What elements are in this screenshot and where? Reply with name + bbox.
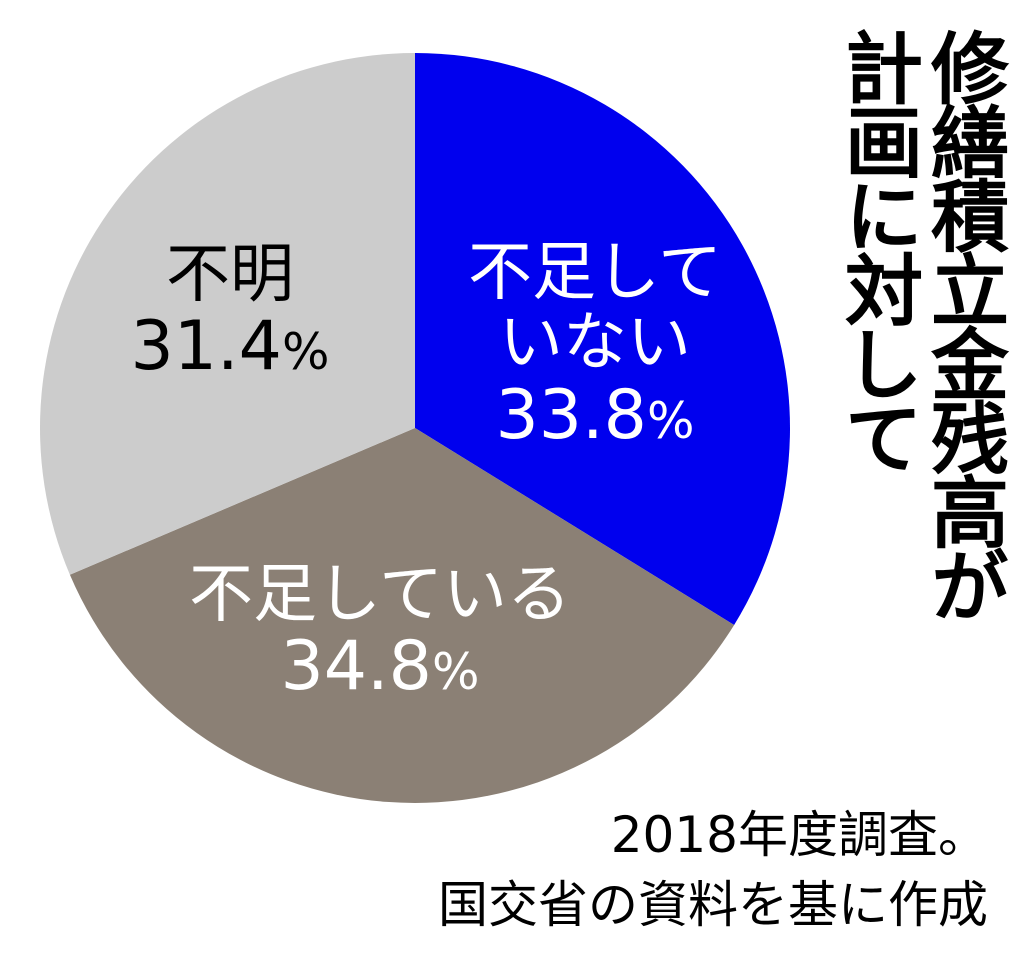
- slice-name-unknown: 不明: [166, 238, 294, 312]
- slice-name-short: 不足している: [188, 558, 572, 632]
- chart-title-line1: 修繕積立金残高が: [918, 28, 1008, 620]
- pie-slice-unknown: [39, 53, 415, 575]
- source-note-line2: 国交省の資料を基に作成: [438, 876, 988, 934]
- slice-label-not-short: 不足して いない 33.8%: [430, 238, 760, 454]
- slice-label-unknown: 不明 31.4%: [100, 240, 360, 385]
- slice-value-unknown: 31.4%: [130, 307, 330, 387]
- chart-title-line2: 計画に対して: [832, 28, 922, 472]
- slice-label-short: 不足している 34.8%: [150, 560, 610, 705]
- source-note-line1: 2018年度調査。: [610, 806, 988, 864]
- slice-value-short: 34.8%: [280, 627, 480, 707]
- pie-slice-short: [69, 428, 735, 804]
- slice-name-not-short-line1: 不足して: [467, 236, 723, 310]
- pie-slice-not-short: [415, 53, 790, 625]
- slice-name-not-short-line2: いない: [499, 306, 691, 381]
- slice-value-not-short: 33.8%: [495, 375, 695, 455]
